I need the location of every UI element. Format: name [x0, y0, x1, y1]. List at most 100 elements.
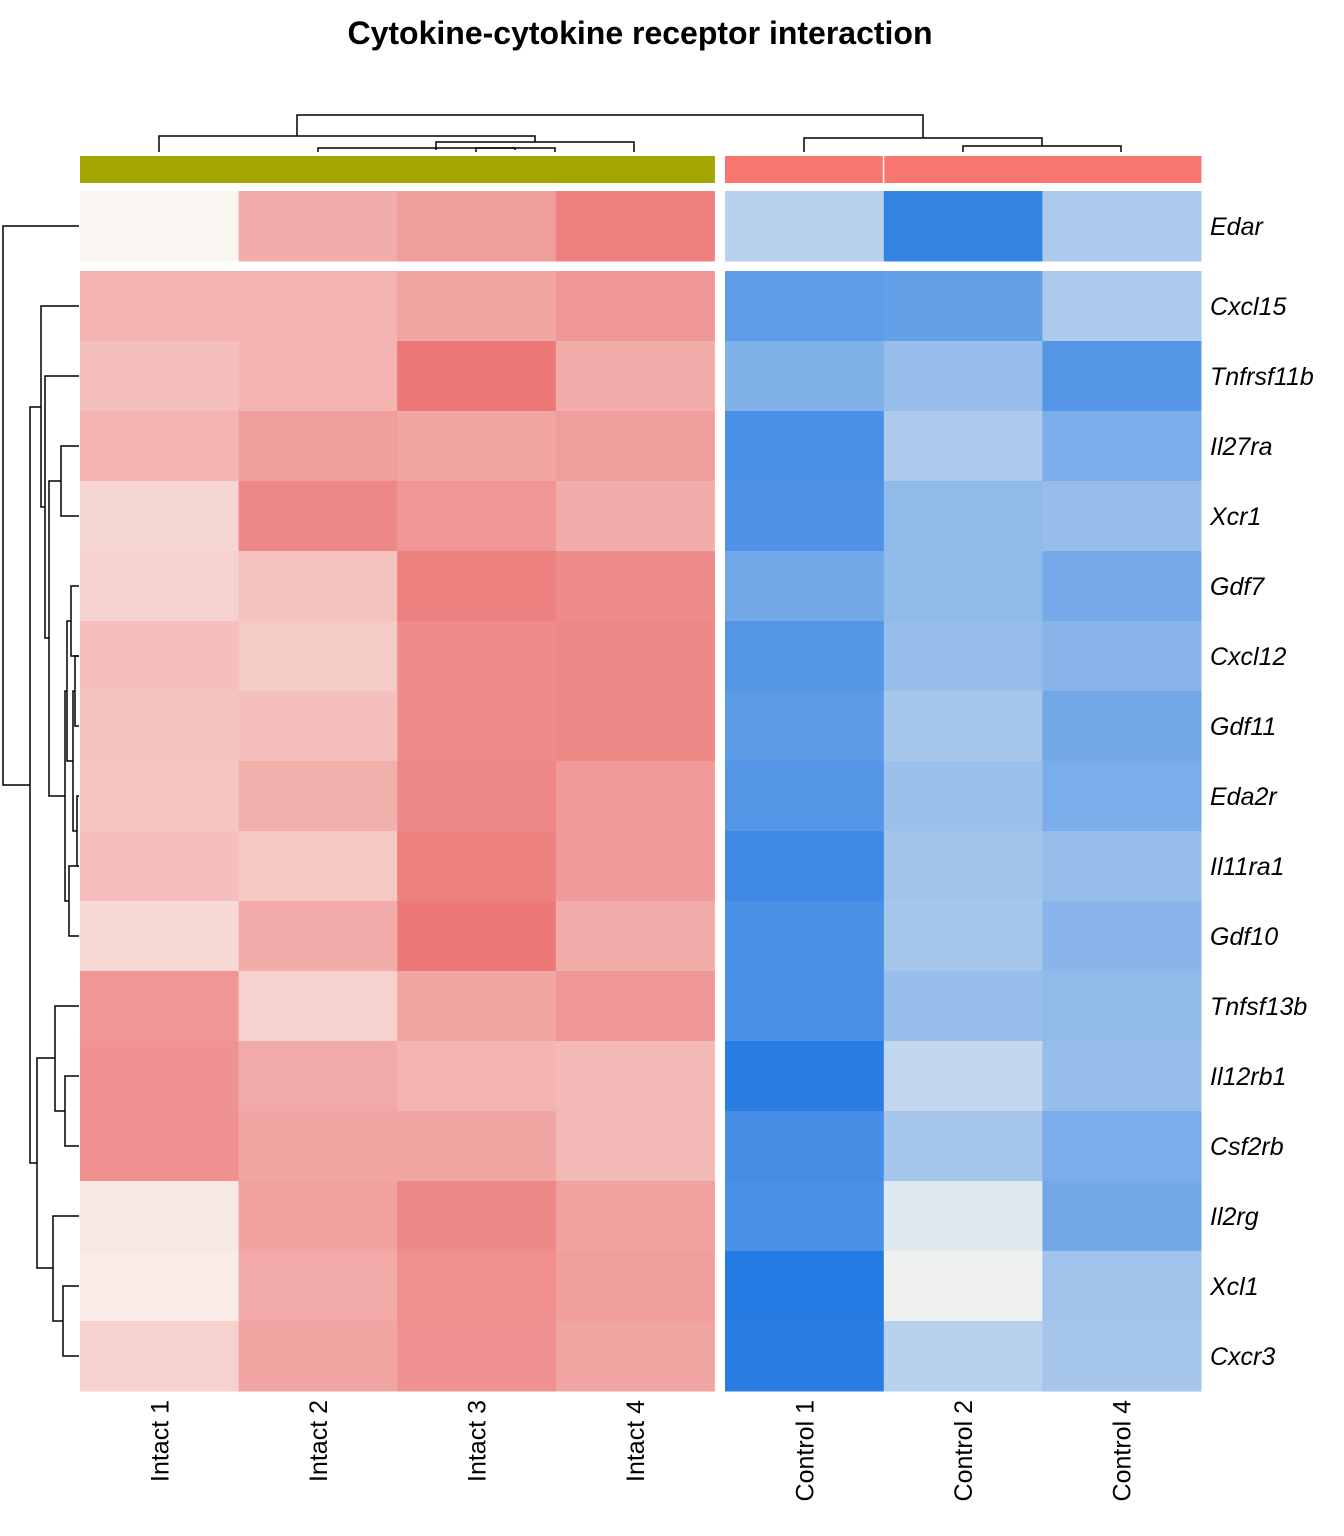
row-dendrogram-branch [29, 406, 41, 1164]
row-dendrogram-branch [54, 1005, 79, 1112]
cell-gdf10-control-2 [883, 901, 1043, 972]
cell-il12rb1-intact-2 [238, 1041, 398, 1112]
row-dendrogram-branch [2, 225, 79, 786]
cell-cxcl15-intact-1 [80, 271, 240, 342]
cell-il12rb1-control-1 [725, 1041, 885, 1112]
cell-tnfsf13b-control-1 [725, 971, 885, 1042]
column-label-intact-1: Intact 1 [146, 1400, 174, 1482]
cell-cxcr3-control-4 [1042, 1321, 1202, 1392]
cell-tnfrsf11b-intact-3 [397, 341, 557, 412]
row-label-tnfrsf11b: Tnfrsf11b [1210, 363, 1314, 391]
cell-eda2r-control-1 [725, 761, 885, 832]
cell-il2rg-intact-1 [80, 1181, 240, 1252]
row-label-gdf10: Gdf10 [1210, 923, 1278, 951]
row-dendrogram-branch [40, 305, 79, 508]
cell-gdf11-control-1 [725, 691, 885, 762]
cell-il2rg-control-2 [883, 1181, 1043, 1252]
cell-il27ra-control-4 [1042, 411, 1202, 482]
cell-il2rg-control-1 [725, 1181, 885, 1252]
cell-xcl1-control-4 [1042, 1251, 1202, 1322]
column-label-intact-4: Intact 4 [622, 1400, 650, 1482]
cell-edar-control-1 [725, 191, 885, 262]
cell-il27ra-intact-3 [397, 411, 557, 482]
cell-gdf11-intact-3 [397, 691, 557, 762]
row-dendrogram-branch [62, 1285, 79, 1357]
cell-eda2r-control-4 [1042, 761, 1202, 832]
cell-il12rb1-intact-1 [80, 1041, 240, 1112]
row-label-il11ra1: Il11ra1 [1210, 853, 1285, 881]
cell-edar-intact-3 [397, 191, 557, 262]
cell-cxcl15-intact-4 [555, 271, 715, 342]
row-dendrogram [2, 225, 79, 1357]
cell-gdf11-intact-2 [238, 691, 398, 762]
row-label-il12rb1: Il12rb1 [1210, 1063, 1286, 1091]
cell-tnfsf13b-intact-4 [555, 971, 715, 1042]
cell-cxcl15-intact-3 [397, 271, 557, 342]
column-label-control-4: Control 4 [1109, 1400, 1137, 1502]
row-label-edar: Edar [1210, 213, 1264, 241]
cell-xcl1-intact-1 [80, 1251, 240, 1322]
row-dendrogram-branch [60, 445, 79, 517]
column-label-intact-2: Intact 2 [305, 1400, 333, 1482]
cell-cxcl12-control-2 [883, 621, 1043, 692]
cell-eda2r-intact-2 [238, 761, 398, 832]
row-label-eda2r: Eda2r [1210, 783, 1278, 811]
cell-il2rg-intact-4 [555, 1181, 715, 1252]
cell-gdf11-intact-4 [555, 691, 715, 762]
annotation-intact-3 [397, 156, 557, 183]
cell-edar-intact-2 [238, 191, 398, 262]
annotation-separator [882, 156, 885, 183]
cell-il11ra1-control-4 [1042, 831, 1202, 902]
column-label-intact-3: Intact 3 [464, 1400, 492, 1482]
annotation-control-2 [883, 156, 1043, 183]
cell-tnfsf13b-control-4 [1042, 971, 1202, 1042]
row-label-cxcr3: Cxcr3 [1210, 1343, 1275, 1371]
row-dendrogram-branch [64, 1075, 79, 1147]
cell-cxcl12-intact-3 [397, 621, 557, 692]
cell-gdf10-control-4 [1042, 901, 1202, 972]
cell-tnfrsf11b-control-1 [725, 341, 885, 412]
row-label-csf2rb: Csf2rb [1210, 1133, 1284, 1161]
column-dendrogram-branch [317, 147, 516, 152]
column-label-control-2: Control 2 [950, 1400, 978, 1501]
annotation-intact-4 [555, 156, 715, 183]
row-dendrogram-branch [68, 865, 79, 937]
row-dendrogram-branch [44, 375, 79, 639]
cell-cxcl15-control-4 [1042, 271, 1202, 342]
cell-cxcr3-control-1 [725, 1321, 885, 1392]
row-dendrogram-branch [48, 480, 65, 797]
cell-il11ra1-intact-2 [238, 831, 398, 902]
row-dendrogram-branch [76, 795, 79, 867]
row-label-xcl1: Xcl1 [1209, 1273, 1259, 1301]
cell-gdf7-intact-1 [80, 551, 240, 622]
cell-cxcr3-intact-1 [80, 1321, 240, 1392]
row-label-xcr1: Xcr1 [1209, 503, 1261, 531]
cell-xcl1-control-1 [725, 1251, 885, 1322]
row-label-il27ra: Il27ra [1210, 433, 1273, 461]
cell-eda2r-intact-3 [397, 761, 557, 832]
cell-csf2rb-intact-3 [397, 1111, 557, 1182]
cell-cxcl15-control-1 [725, 271, 885, 342]
cell-csf2rb-control-1 [725, 1111, 885, 1182]
row-dendrogram-branch [52, 1215, 79, 1322]
cell-tnfrsf11b-control-4 [1042, 341, 1202, 412]
annotation-control-4 [1042, 156, 1202, 183]
row-labels: Edar Cxcl15 Tnfrsf11b Il27ra Xcr1 Gdf7 Cxcl12 G… [1209, 213, 1314, 1371]
cell-gdf11-control-2 [883, 691, 1043, 762]
cell-il12rb1-control-2 [883, 1041, 1043, 1112]
cell-edar-control-2 [883, 191, 1043, 262]
cell-cxcr3-intact-2 [238, 1321, 398, 1392]
cell-cxcl12-control-1 [725, 621, 885, 692]
cell-xcl1-intact-3 [397, 1251, 557, 1322]
annotation-control-1 [725, 156, 885, 183]
cell-edar-intact-4 [555, 191, 715, 262]
cell-tnfrsf11b-intact-1 [80, 341, 240, 412]
cell-il27ra-control-2 [883, 411, 1043, 482]
cell-gdf11-intact-1 [80, 691, 240, 762]
cell-il27ra-intact-2 [238, 411, 398, 482]
annotation-intact-1 [80, 156, 240, 183]
cell-xcr1-control-1 [725, 481, 885, 552]
row-label-il2rg: Il2rg [1210, 1203, 1259, 1231]
cell-gdf7-intact-2 [238, 551, 398, 622]
